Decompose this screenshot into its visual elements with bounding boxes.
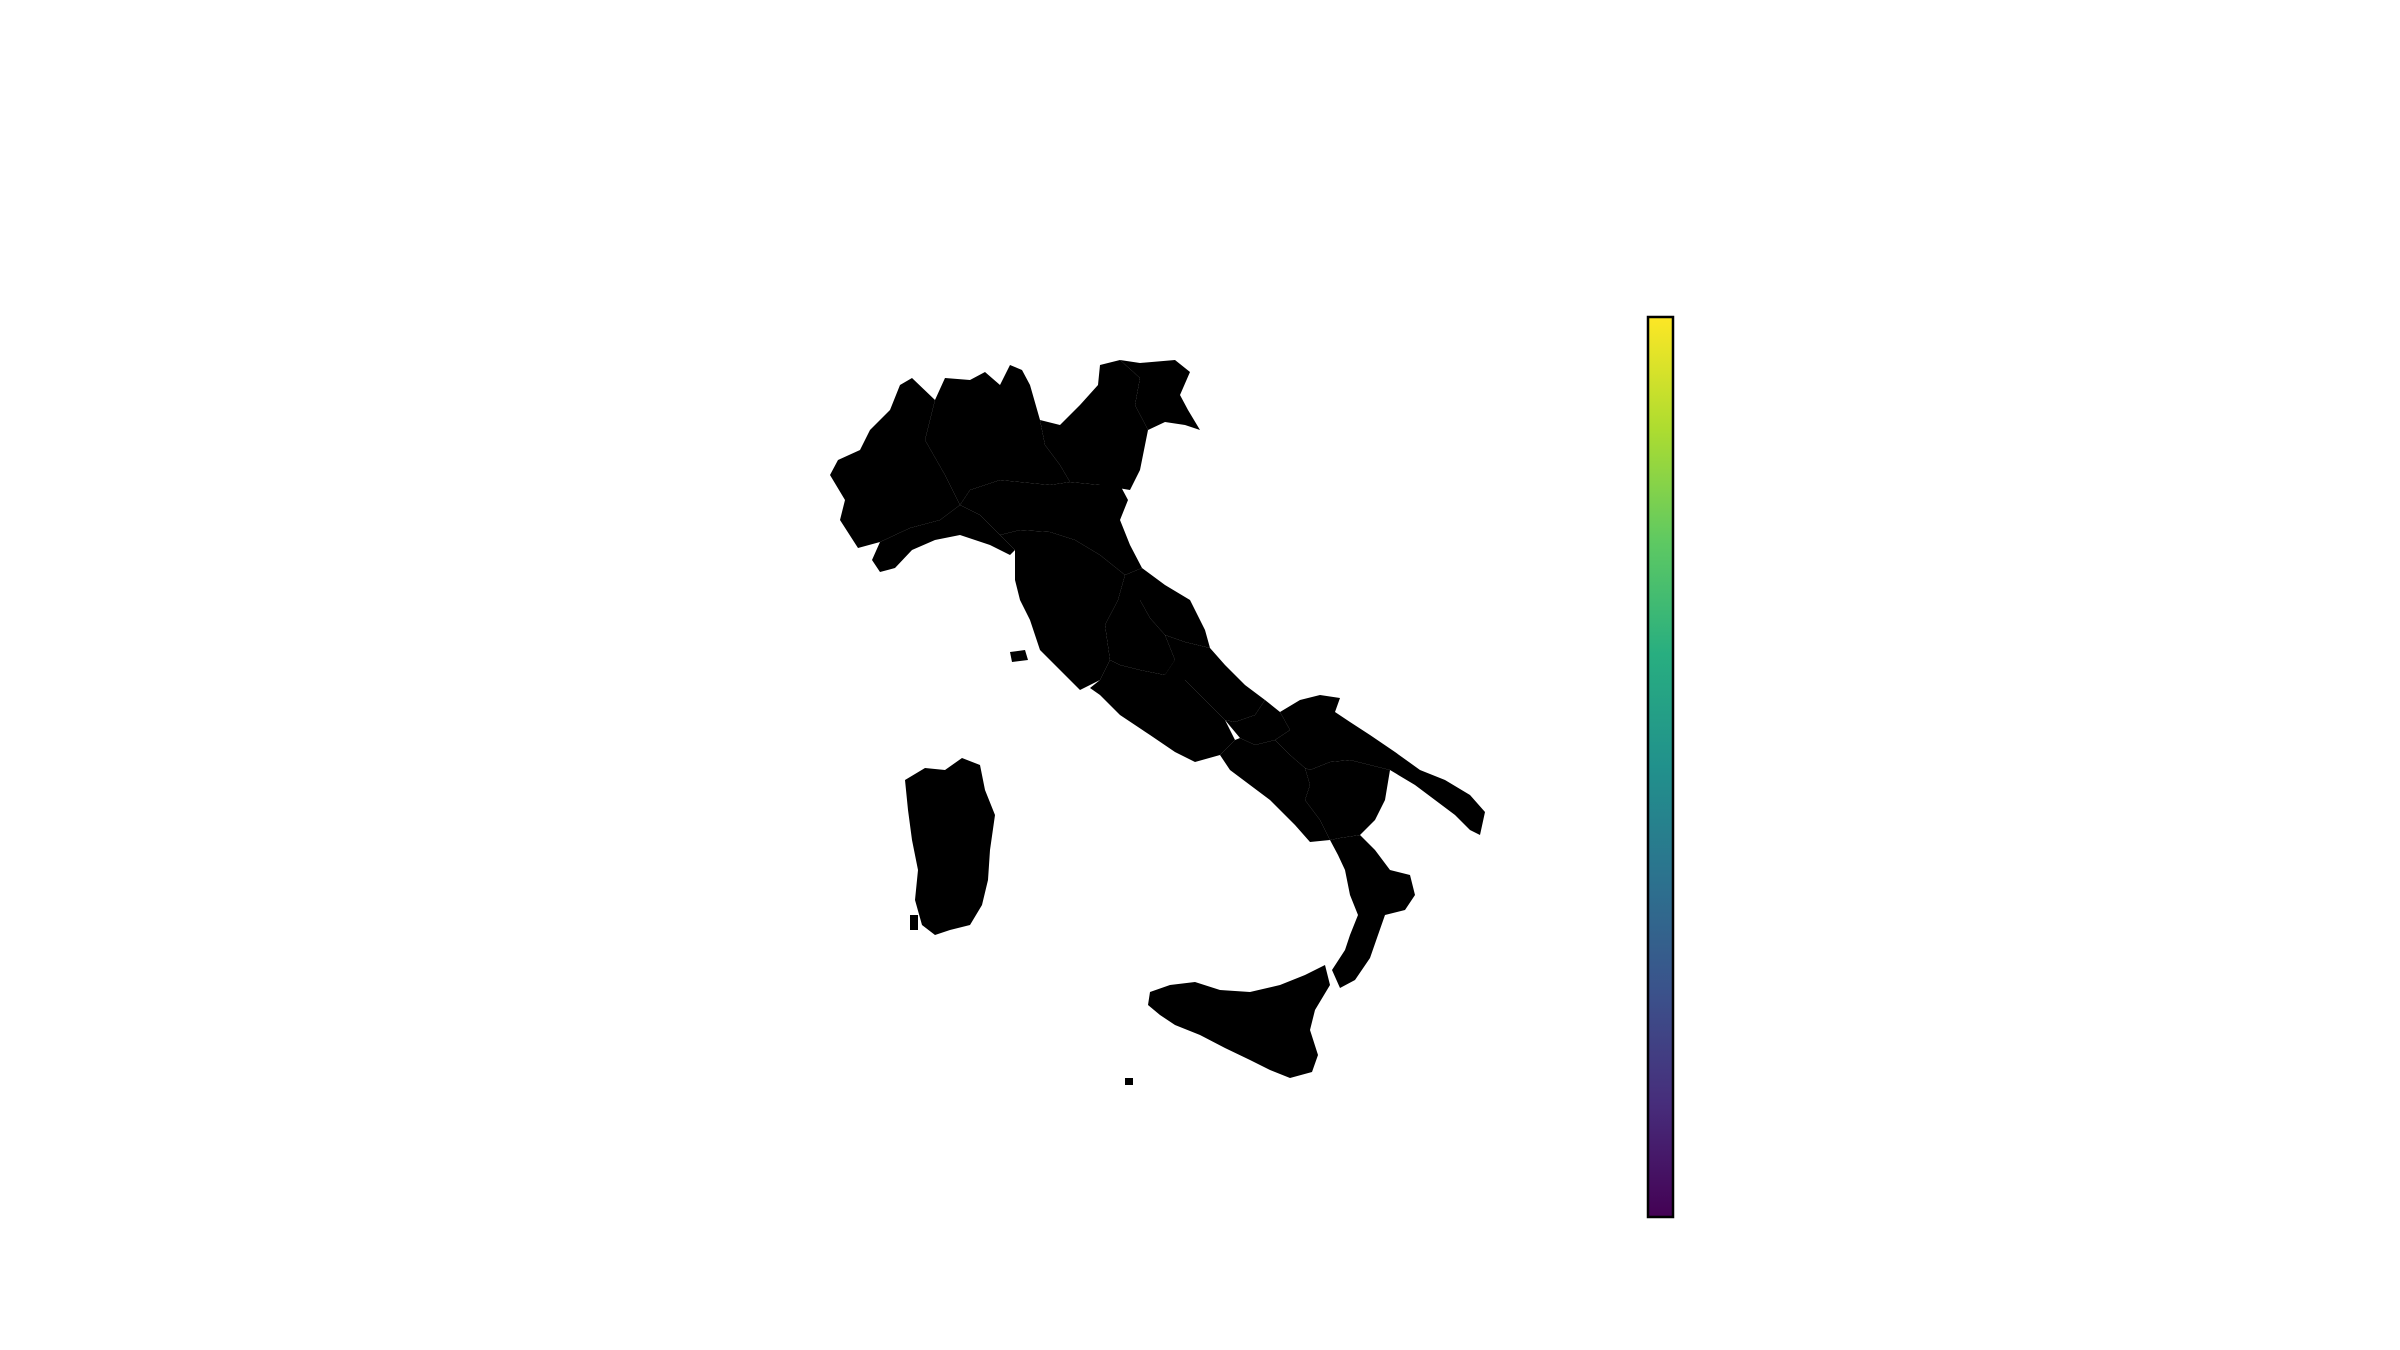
region-campania[interactable]	[1220, 738, 1330, 842]
colorbar-gradient	[1646, 315, 1675, 1219]
region-emilia-romagna[interactable]	[960, 480, 1142, 575]
region-umbria[interactable]	[1105, 600, 1175, 675]
region-friuli-venezia-giulia[interactable]	[1120, 360, 1200, 430]
region-sardegna[interactable]	[905, 758, 995, 935]
island-elba	[1010, 650, 1028, 662]
regions-layer	[830, 360, 1485, 1085]
region-lazio[interactable]	[1090, 660, 1235, 762]
island-sant-antioco	[910, 915, 918, 930]
region-toscana[interactable]	[1000, 530, 1125, 690]
region-liguria[interactable]	[872, 505, 1015, 572]
region-abruzzo[interactable]	[1165, 635, 1265, 722]
region-molise[interactable]	[1225, 700, 1290, 745]
region-basilicata[interactable]	[1305, 760, 1390, 840]
region-marche[interactable]	[1118, 568, 1210, 648]
region-veneto[interactable]	[1040, 360, 1148, 490]
region-puglia[interactable]	[1275, 695, 1485, 835]
island-pantelleria	[1125, 1078, 1133, 1085]
region-piemonte[interactable]	[830, 378, 960, 548]
region-sicilia[interactable]	[1148, 965, 1330, 1078]
colorbar	[1646, 315, 1675, 1219]
region-calabria[interactable]	[1330, 835, 1415, 988]
region-lombardia[interactable]	[925, 365, 1070, 505]
